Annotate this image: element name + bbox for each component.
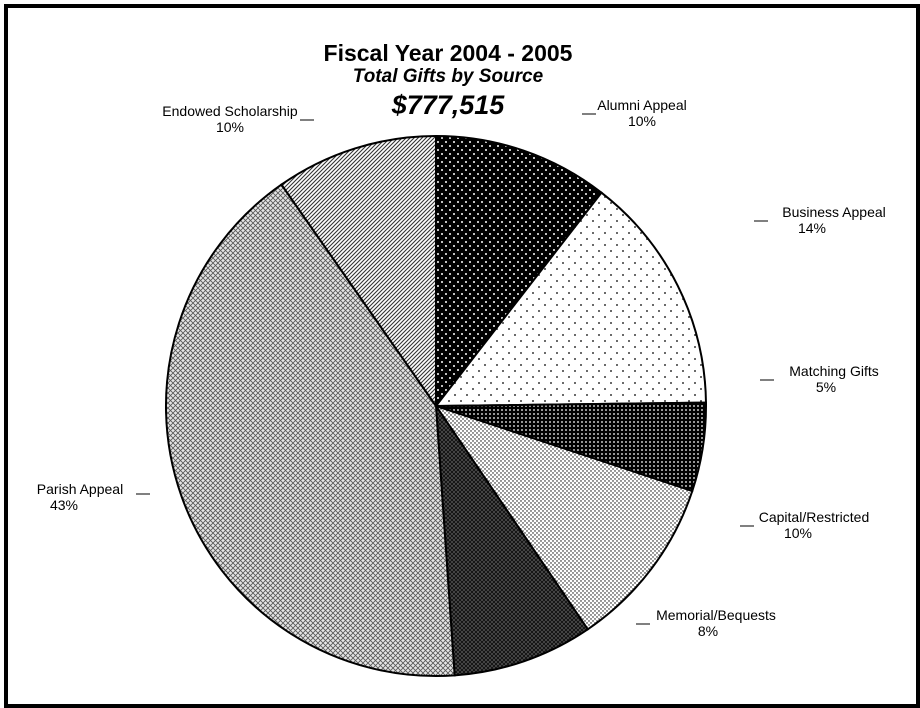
slice-percent: 43%: [50, 497, 78, 513]
slice-percent: 5%: [816, 379, 836, 395]
slice-label: Parish Appeal: [37, 481, 123, 497]
slice-percent: 10%: [784, 525, 812, 541]
pie-slice-memorial-bequests: [434, 402, 590, 677]
pie-slice-business-appeal: [433, 191, 707, 408]
slice-label: Matching Gifts: [789, 363, 878, 379]
pie-slice-parish-appeal: [164, 183, 456, 677]
chart-frame: Alumni Appeal 10% Business Appeal 14% Matchi…: [4, 4, 920, 708]
chart-subtitle: Total Gifts by Source: [352, 66, 544, 87]
slice-percent: 10%: [216, 119, 244, 135]
pie-slice-alumni-appeal: [435, 134, 603, 409]
slice-label: Endowed Scholarship: [162, 103, 298, 119]
slice-label: Memorial/Bequests: [656, 607, 776, 623]
pie-slice-endowed-scholarship: [280, 134, 437, 410]
slice-label: Capital/Restricted: [759, 509, 870, 525]
slice-percent: 8%: [698, 623, 718, 639]
pie-slice-capital-restricted: [433, 404, 694, 631]
slice-percent: 14%: [798, 220, 826, 236]
slice-label: Alumni Appeal: [597, 97, 687, 113]
chart-title: Fiscal Year 2004 - 2005: [323, 40, 573, 66]
slice-percent: 10%: [628, 113, 656, 129]
slice-label: Business Appeal: [782, 204, 886, 220]
chart-total: $777,515: [391, 90, 505, 120]
chart-title-block: Fiscal Year 2004 - 2005 Total Gifts by S…: [8, 40, 916, 122]
